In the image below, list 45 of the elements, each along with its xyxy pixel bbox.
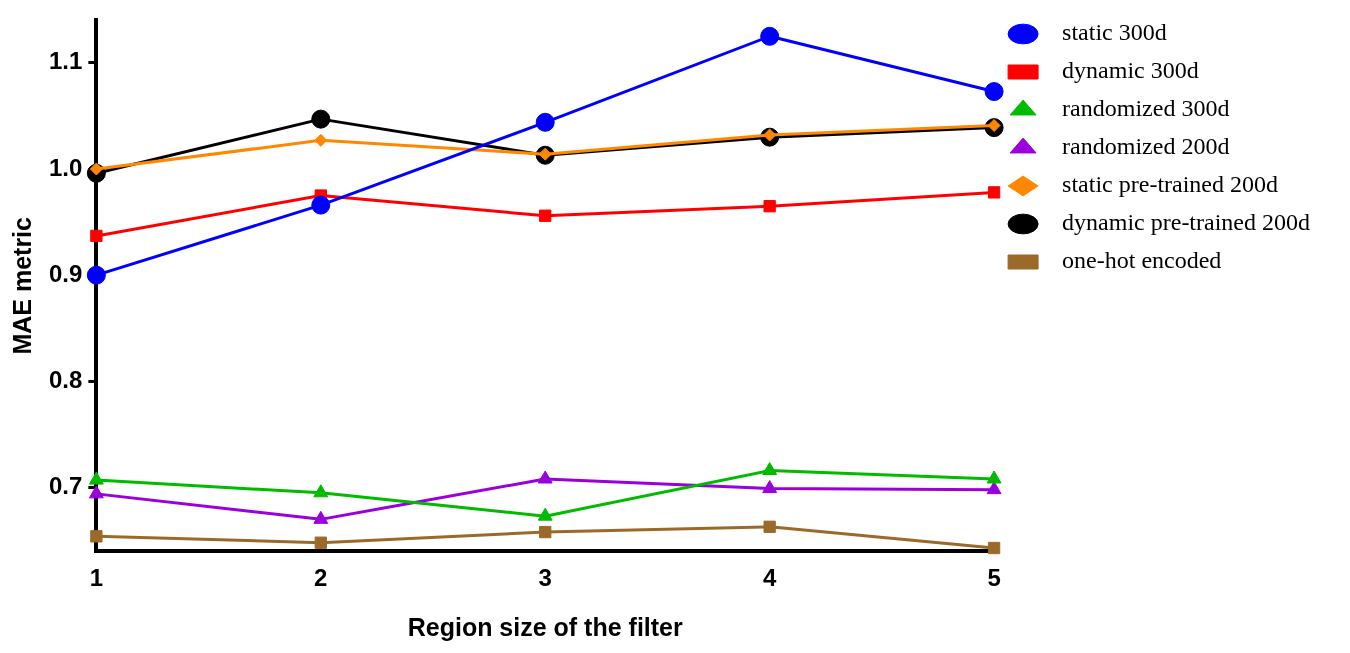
y-axis-title: MAE metric — [7, 216, 36, 355]
legend-label: dynamic pre-trained 200d — [1050, 209, 1311, 236]
point — [537, 470, 553, 484]
legend-label: randomized 300d — [1050, 95, 1230, 122]
point — [987, 186, 1001, 199]
y-tick-label: 1.1 — [48, 47, 83, 75]
legend-label: randomized 200d — [1050, 133, 1230, 160]
point — [90, 530, 103, 543]
legend-label: dynamic 300d — [1050, 57, 1199, 84]
point — [762, 480, 778, 494]
point — [314, 133, 328, 147]
point — [987, 541, 1001, 555]
point — [313, 484, 329, 498]
point — [539, 525, 552, 539]
y-tick-label: 0.7 — [48, 472, 83, 500]
x-axis-title: Region size of the filter — [407, 612, 684, 641]
y-tick-label: 1.0 — [48, 153, 83, 181]
point — [313, 510, 329, 524]
point — [311, 109, 331, 129]
point — [90, 229, 103, 243]
x-tick-label: 1 — [89, 564, 104, 592]
x-tick-label: 5 — [987, 564, 1001, 592]
x-tick-label: 4 — [762, 564, 777, 592]
point — [539, 209, 552, 222]
point — [86, 265, 106, 285]
legend-label: static pre-trained 200d — [1050, 171, 1279, 198]
point — [314, 536, 327, 549]
point — [984, 82, 1004, 102]
legend-label: one-hot encoded — [1050, 247, 1222, 274]
point — [311, 195, 331, 215]
point — [88, 471, 104, 485]
y-tick-label: 0.8 — [48, 365, 83, 393]
point — [763, 200, 776, 213]
point — [986, 481, 1002, 495]
point — [760, 26, 780, 46]
point — [986, 470, 1002, 484]
y-tick-label: 0.9 — [48, 259, 83, 287]
point — [88, 485, 104, 499]
point — [537, 507, 553, 521]
x-tick-label: 3 — [538, 564, 552, 592]
point — [762, 462, 778, 476]
point — [535, 112, 555, 132]
legend-label: static 300d — [1050, 19, 1167, 46]
point — [763, 520, 776, 533]
x-tick-label: 2 — [314, 564, 328, 592]
